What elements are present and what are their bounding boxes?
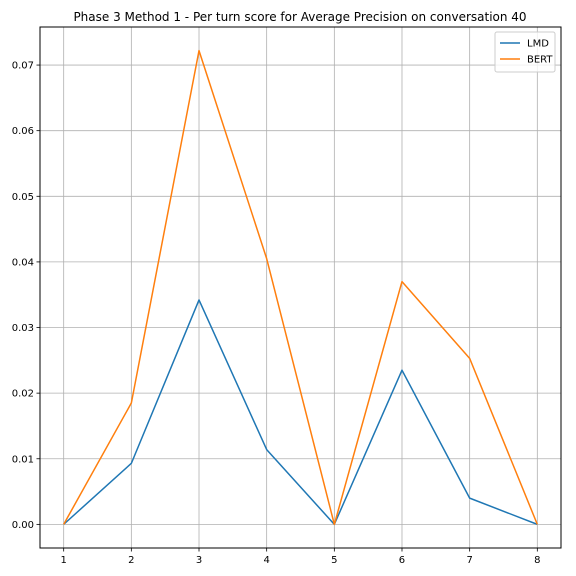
x-tick-label: 6 [399,555,405,566]
series-line-lmd [63,299,538,526]
series-lines [63,49,539,526]
y-tick-label: 0.03 [12,323,34,334]
legend: LMD BERT [494,31,556,73]
y-tick-label: 0.00 [12,520,34,531]
plot-frame [39,26,562,549]
x-tick-label: 4 [263,555,269,566]
x-tick-label: 7 [466,555,472,566]
x-tick-label: 5 [331,555,337,566]
y-tick-label: 0.07 [12,61,34,72]
y-tick-label: 0.02 [12,389,34,400]
y-tick-label: 0.01 [12,454,34,465]
x-tick-label: 8 [534,555,540,566]
x-tick-label: 2 [128,555,134,566]
x-tick-label: 1 [60,555,66,566]
y-tick-label: 0.05 [12,192,34,203]
chart-title: Phase 3 Method 1 - Per turn score for Av… [73,10,526,24]
y-tick-label: 0.04 [12,257,34,268]
legend-label: BERT [527,55,553,66]
x-tick-label: 3 [196,555,202,566]
legend-label: LMD [527,39,549,50]
grid [40,27,561,548]
axes: 1 2 3 4 5 6 7 8 0.00 0.01 0.02 0.03 0.04 0.05 0.06 0.07 [12,61,541,566]
y-tick-label: 0.06 [12,126,34,137]
series-line-bert [63,49,539,526]
legend-box [494,31,556,73]
